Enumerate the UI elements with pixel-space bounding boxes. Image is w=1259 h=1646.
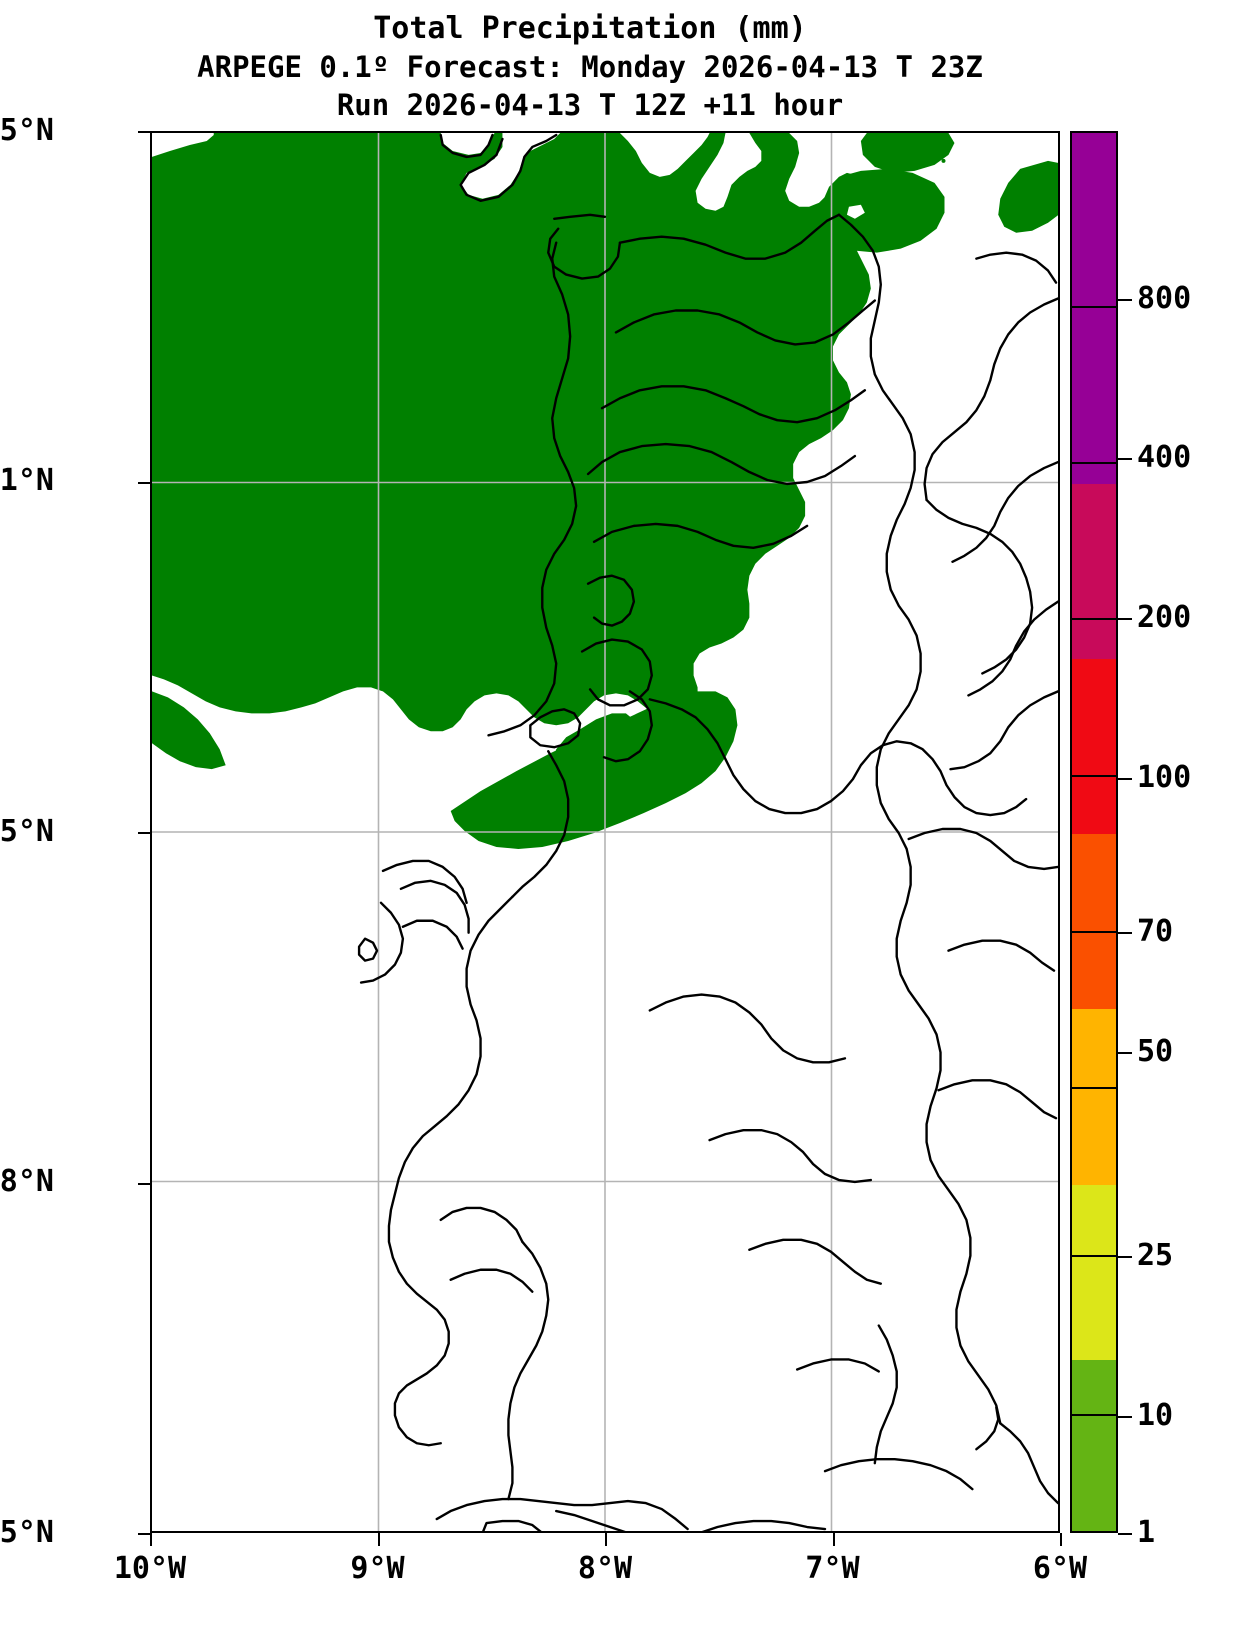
title-block: Total Precipitation (mm) ARPEGE 0.1º For… [0, 10, 1180, 124]
colorbar-tick-70 [1118, 932, 1132, 934]
colorbar-label-1: 1 [1137, 1515, 1156, 1550]
colorbar-divider [1070, 1255, 1118, 1257]
run-subtitle: Run 2026-04-13 T 12Z +11 hour [336, 88, 844, 122]
colorbar-tick-200 [1118, 618, 1132, 620]
y-tick-mark [138, 481, 151, 484]
x-tick-mark [605, 1533, 607, 1546]
precip-shaded-area-main [152, 133, 871, 770]
colorbar-segment-1-10b [1072, 1359, 1116, 1531]
precip-shaded-patches-north [803, 133, 1058, 267]
colorbar-tick-50 [1118, 1052, 1132, 1054]
y-axis-label-41N: 41°N [0, 463, 54, 498]
colorbar-label-25: 25 [1137, 1238, 1174, 1273]
x-axis-label-7W: 7°W [805, 1551, 860, 1586]
x-axis-label-9W: 9°W [350, 1551, 405, 1586]
y-axis-label-42-5N: 42.5°N [0, 113, 54, 148]
colorbar-segment-400-800 [1072, 133, 1116, 309]
colorbar-label-10: 10 [1137, 1398, 1174, 1433]
precip-shaded-dot [941, 158, 946, 163]
colorbar-segment-100-200 [1072, 483, 1116, 659]
x-axis-label-10W: 10°W [113, 1551, 187, 1586]
colorbar-tick-400 [1118, 458, 1132, 460]
x-axis-label-8W: 8°W [577, 1551, 633, 1586]
colorbar-divider [1070, 775, 1118, 777]
colorbar-segment-200-400 [1072, 308, 1116, 484]
colorbar-label-70: 70 [1137, 914, 1174, 949]
colorbar-divider [1070, 618, 1118, 620]
y-tick-mark [138, 1533, 151, 1535]
colorbar-divider [1070, 462, 1118, 464]
page-title: Total Precipitation (mm) [373, 11, 807, 46]
colorbar-tick-10 [1118, 1416, 1132, 1418]
map-gridlines [152, 133, 1058, 1531]
x-axis-label-6W: 6°W [1032, 1551, 1088, 1586]
y-tick-mark [138, 832, 151, 834]
colorbar-tick-800 [1118, 299, 1132, 301]
precip-shaded-band-duero [450, 671, 738, 849]
colorbar-tick-25 [1118, 1256, 1132, 1258]
colorbar-divider [1070, 1087, 1118, 1089]
colorbar-segment-70-100 [1072, 658, 1116, 834]
colorbar-tick-1 [1118, 1533, 1132, 1535]
colorbar-segment-10-25 [1072, 1184, 1116, 1360]
colorbar[interactable] [1070, 131, 1118, 1533]
y-axis-label-36-5N: 36.5°N [0, 1515, 54, 1550]
y-tick-mark [138, 1182, 151, 1185]
colorbar-divider [1070, 306, 1118, 308]
x-tick-mark [150, 1533, 152, 1546]
colorbar-label-200: 200 [1137, 600, 1192, 635]
forecast-subtitle: ARPEGE 0.1º Forecast: Monday 2026-04-13 … [197, 50, 983, 84]
colorbar-label-100: 100 [1137, 760, 1192, 795]
colorbar-segment-25-50 [1072, 1009, 1116, 1185]
colorbar-tick-100 [1118, 778, 1132, 780]
precipitation-map [152, 133, 1058, 1531]
y-axis-label-38N: 38°N [0, 1164, 54, 1199]
map-axes[interactable] [150, 131, 1060, 1533]
colorbar-label-400: 400 [1137, 440, 1192, 475]
y-axis-label-39-5N: 39.5°N [0, 814, 54, 849]
y-tick-mark [138, 131, 151, 133]
x-tick-mark [377, 1533, 380, 1546]
colorbar-segment-50-70 [1072, 834, 1116, 1010]
coastlines-and-borders [357, 133, 1058, 1531]
colorbar-divider [1070, 1414, 1118, 1416]
colorbar-label-800: 800 [1137, 281, 1192, 316]
colorbar-label-50: 50 [1137, 1034, 1174, 1069]
x-tick-mark [832, 1533, 835, 1546]
x-tick-mark [1060, 1533, 1062, 1546]
colorbar-divider [1070, 931, 1118, 933]
